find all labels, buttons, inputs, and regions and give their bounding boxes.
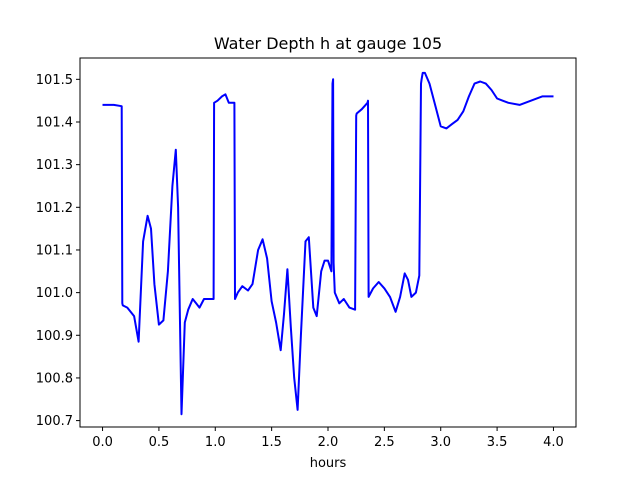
x-tick-label: 3.0 bbox=[430, 435, 451, 450]
y-tick-label: 101.1 bbox=[36, 243, 73, 258]
y-tick-label: 101.4 bbox=[36, 115, 73, 130]
plot-area bbox=[102, 71, 554, 416]
y-axis: 100.7 100.8 100.9 101.0 101.1 101.2 101.3 101.4… bbox=[36, 73, 80, 429]
x-tick-label: 1.5 bbox=[261, 435, 282, 450]
y-tick-label: 101.5 bbox=[36, 73, 73, 88]
x-tick-label: 2.5 bbox=[374, 435, 395, 450]
chart-title: Water Depth h at gauge 105 bbox=[214, 34, 442, 53]
x-tick-label: 2.0 bbox=[318, 435, 339, 450]
x-tick-label: 1.0 bbox=[205, 435, 226, 450]
plot-frame bbox=[79, 57, 577, 428]
y-tick-label: 100.7 bbox=[36, 414, 73, 429]
x-tick-label: 0.0 bbox=[92, 435, 113, 450]
y-tick-label: 100.9 bbox=[36, 329, 73, 344]
x-tick-label: 4.0 bbox=[543, 435, 564, 450]
x-axis-title: hours bbox=[310, 456, 347, 471]
x-tick-label: 3.5 bbox=[487, 435, 508, 450]
y-tick-label: 100.8 bbox=[36, 371, 73, 386]
x-axis: 0.0 0.5 1.0 1.5 2.0 2.5 3.0 3.5 4.0 bbox=[92, 427, 564, 450]
y-tick-label: 101.2 bbox=[36, 201, 73, 216]
y-tick-label: 101.3 bbox=[36, 158, 73, 173]
x-tick-label: 0.5 bbox=[149, 435, 170, 450]
series-line-0 bbox=[102, 71, 554, 416]
y-tick-label: 101.0 bbox=[36, 286, 73, 301]
